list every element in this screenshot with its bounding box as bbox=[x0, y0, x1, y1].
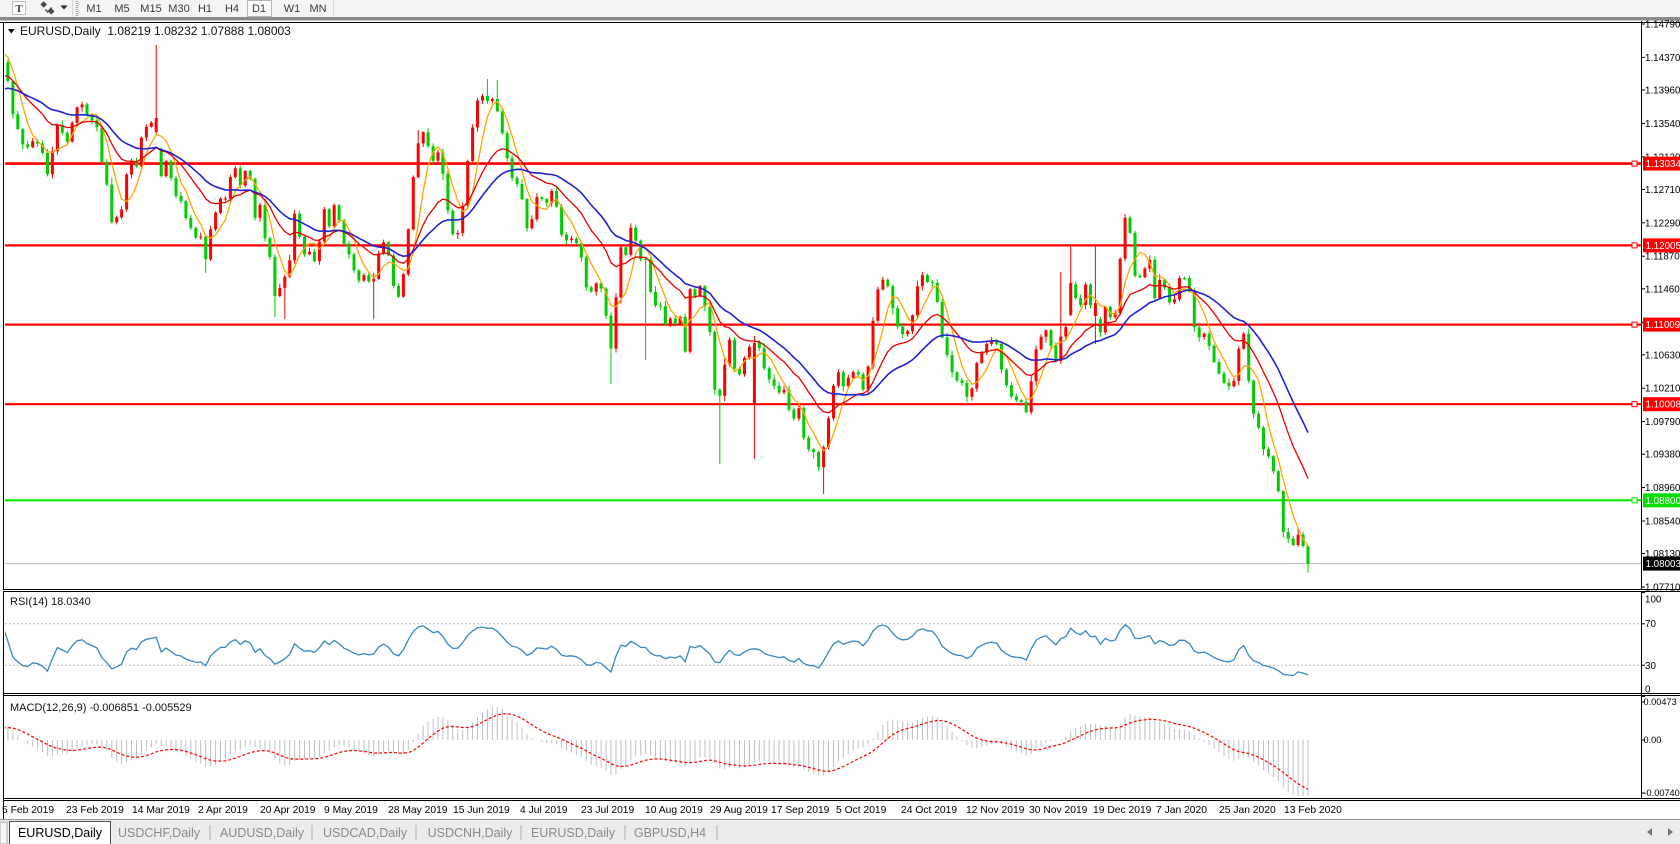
svg-text:USDCHF,Daily: USDCHF,Daily bbox=[118, 826, 201, 840]
svg-text:1.08130: 1.08130 bbox=[1645, 549, 1680, 560]
svg-text:0.00: 0.00 bbox=[1644, 735, 1662, 745]
svg-text:1.12710: 1.12710 bbox=[1645, 185, 1680, 196]
svg-text:1.13034: 1.13034 bbox=[1646, 159, 1680, 170]
svg-text:M5: M5 bbox=[114, 3, 129, 15]
svg-text:30 Nov 2019: 30 Nov 2019 bbox=[1029, 805, 1088, 816]
svg-text:12 Nov 2019: 12 Nov 2019 bbox=[966, 805, 1025, 816]
svg-text:1.09790: 1.09790 bbox=[1645, 417, 1680, 428]
svg-text:H4: H4 bbox=[225, 3, 239, 15]
svg-text:19 Dec 2019: 19 Dec 2019 bbox=[1093, 805, 1152, 816]
svg-text:24 Oct 2019: 24 Oct 2019 bbox=[901, 805, 957, 816]
svg-text:10 Aug 2019: 10 Aug 2019 bbox=[645, 805, 703, 816]
svg-text:7 Jan 2020: 7 Jan 2020 bbox=[1156, 805, 1207, 816]
svg-text:MN: MN bbox=[309, 3, 326, 15]
svg-text:1.08003: 1.08003 bbox=[1646, 559, 1680, 570]
svg-text:USDCNH,Daily: USDCNH,Daily bbox=[428, 826, 513, 840]
svg-text:1.08960: 1.08960 bbox=[1645, 483, 1680, 494]
svg-text:1.11460: 1.11460 bbox=[1645, 284, 1680, 295]
svg-text:GBPUSD,H4: GBPUSD,H4 bbox=[634, 826, 706, 840]
svg-text:9 May 2019: 9 May 2019 bbox=[324, 805, 378, 816]
svg-text:1.08800: 1.08800 bbox=[1646, 496, 1680, 507]
svg-text:2 Apr 2019: 2 Apr 2019 bbox=[198, 805, 248, 816]
svg-text:1.08540: 1.08540 bbox=[1645, 517, 1680, 528]
svg-text:M1: M1 bbox=[86, 3, 101, 15]
svg-text:13 Feb 2020: 13 Feb 2020 bbox=[1284, 805, 1342, 816]
svg-text:0: 0 bbox=[1645, 685, 1651, 696]
svg-text:23 Jul 2019: 23 Jul 2019 bbox=[581, 805, 635, 816]
svg-text:1.12290: 1.12290 bbox=[1645, 218, 1680, 229]
svg-text:T: T bbox=[15, 3, 23, 15]
svg-text:M15: M15 bbox=[140, 3, 161, 15]
svg-text:MACD(12,26,9) -0.006851 -0.005: MACD(12,26,9) -0.006851 -0.005529 bbox=[10, 702, 192, 714]
svg-text:1.10008: 1.10008 bbox=[1646, 400, 1680, 411]
svg-text:15 Jun 2019: 15 Jun 2019 bbox=[453, 805, 510, 816]
svg-text:1.10630: 1.10630 bbox=[1645, 350, 1680, 361]
svg-text:5 Oct 2019: 5 Oct 2019 bbox=[836, 805, 887, 816]
svg-text:EURUSD,Daily: EURUSD,Daily bbox=[531, 826, 616, 840]
svg-text:-0.00740: -0.00740 bbox=[1644, 788, 1680, 798]
svg-text:70: 70 bbox=[1645, 619, 1656, 630]
svg-text:EURUSD,Daily 1.08219 1.08232: EURUSD,Daily 1.08219 1.08232 1.07888 1.0… bbox=[20, 24, 291, 38]
svg-text:25 Jan 2020: 25 Jan 2020 bbox=[1219, 805, 1276, 816]
svg-text:1.11870: 1.11870 bbox=[1645, 252, 1680, 263]
svg-text:1.14370: 1.14370 bbox=[1645, 53, 1680, 64]
svg-text:28 May 2019: 28 May 2019 bbox=[388, 805, 448, 816]
svg-text:1.09380: 1.09380 bbox=[1645, 450, 1680, 461]
svg-text:14 Mar 2019: 14 Mar 2019 bbox=[132, 805, 190, 816]
svg-text:RSI(14) 18.0340: RSI(14) 18.0340 bbox=[10, 596, 91, 608]
svg-text:1.13540: 1.13540 bbox=[1645, 119, 1680, 130]
svg-text:M30: M30 bbox=[168, 3, 189, 15]
svg-text:W1: W1 bbox=[284, 3, 301, 15]
svg-text:17 Sep 2019: 17 Sep 2019 bbox=[771, 805, 830, 816]
svg-text:30: 30 bbox=[1645, 661, 1656, 672]
svg-text:USDCAD,Daily: USDCAD,Daily bbox=[323, 826, 408, 840]
svg-text:23 Feb 2019: 23 Feb 2019 bbox=[66, 805, 124, 816]
svg-text:EURUSD,Daily: EURUSD,Daily bbox=[18, 826, 103, 840]
svg-text:AUDUSD,Daily: AUDUSD,Daily bbox=[220, 826, 305, 840]
svg-text:1.12005: 1.12005 bbox=[1646, 241, 1680, 252]
svg-text:20 Apr 2019: 20 Apr 2019 bbox=[260, 805, 316, 816]
svg-text:1.14790: 1.14790 bbox=[1645, 20, 1680, 31]
svg-text:0.00473: 0.00473 bbox=[1644, 697, 1677, 707]
svg-text:5 Feb 2019: 5 Feb 2019 bbox=[2, 805, 54, 816]
svg-text:1.07710: 1.07710 bbox=[1645, 583, 1680, 594]
svg-text:4 Jul 2019: 4 Jul 2019 bbox=[520, 805, 568, 816]
svg-text:1.11009: 1.11009 bbox=[1646, 320, 1680, 331]
svg-text:1.10210: 1.10210 bbox=[1645, 384, 1680, 395]
svg-text:29 Aug 2019: 29 Aug 2019 bbox=[710, 805, 768, 816]
svg-text:1.13960: 1.13960 bbox=[1645, 86, 1680, 97]
svg-text:H1: H1 bbox=[198, 3, 212, 15]
svg-text:D1: D1 bbox=[252, 3, 266, 15]
svg-text:100: 100 bbox=[1645, 595, 1662, 606]
